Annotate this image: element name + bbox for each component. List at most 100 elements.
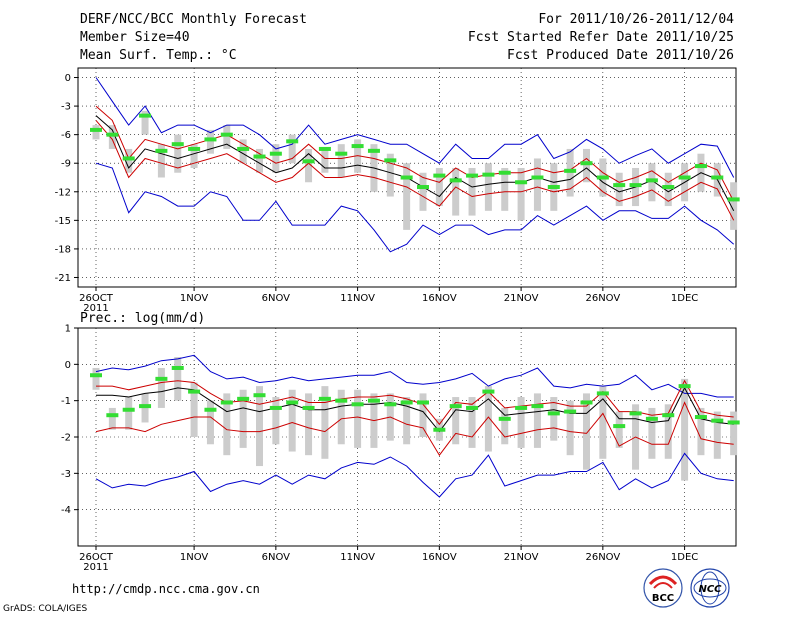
p1-median-mark xyxy=(400,175,413,180)
p1-ytick-label: -12 xyxy=(55,187,71,198)
p2-box xyxy=(174,357,182,401)
p1-median-mark xyxy=(727,197,740,202)
p1-median-mark xyxy=(515,180,528,185)
p1-box xyxy=(174,134,182,173)
p2-median-mark xyxy=(547,411,560,416)
p1-box xyxy=(108,125,116,149)
p2-ytick-label: -1 xyxy=(61,396,71,407)
p1-xtick-label: 6NOV xyxy=(262,293,291,304)
p1-ytick-label: -18 xyxy=(55,244,71,255)
p1-box xyxy=(190,144,198,168)
p2-median-mark xyxy=(384,402,397,407)
p2-median-mark xyxy=(122,407,135,412)
p1-box xyxy=(239,139,247,164)
p2-median-mark xyxy=(629,411,642,416)
p1-box xyxy=(484,163,492,211)
p2-upper-line xyxy=(96,379,734,426)
p1-xtick-label: 26OCT xyxy=(79,293,114,304)
p1-box xyxy=(615,172,623,207)
p2-median-mark xyxy=(711,418,724,423)
ncc-logo-text: NCC xyxy=(698,584,722,595)
p1-ytick-label: 0 xyxy=(65,73,71,84)
p1-median-mark xyxy=(122,156,135,161)
member-size-label: Member Size=40 xyxy=(80,30,190,45)
p2-box xyxy=(501,407,509,445)
p2-box xyxy=(108,407,116,430)
source-url[interactable]: http://cmdp.ncc.cma.gov.cn xyxy=(72,582,260,596)
forecast-start-date: Fcst Started Refer Date 2011/10/25 xyxy=(467,30,734,45)
p2-median-mark xyxy=(335,398,348,403)
p1-box xyxy=(730,182,738,230)
p1-lower-line xyxy=(95,120,735,221)
p2-box xyxy=(419,393,427,437)
chart-title: DERF/NCC/BCC Monthly Forecast xyxy=(80,12,307,27)
p2-box xyxy=(468,397,476,448)
p2-ytick-label: -3 xyxy=(61,469,71,480)
p1-median-mark xyxy=(547,185,560,190)
p1-median-mark xyxy=(286,139,299,144)
p2-median-mark xyxy=(237,396,250,401)
p2-box xyxy=(550,397,558,441)
p1-box xyxy=(321,148,329,173)
p2-max-line xyxy=(95,354,734,398)
p2-median-mark xyxy=(596,391,609,396)
p1-box xyxy=(92,125,100,140)
p2-box xyxy=(664,404,672,459)
p1-box xyxy=(386,153,394,197)
p1-median-mark xyxy=(367,148,380,153)
p2-xtick-label: 26OCT xyxy=(79,552,114,563)
p2-median-mark xyxy=(106,413,119,418)
p1-upper-line xyxy=(95,105,735,202)
p1-box xyxy=(435,167,443,207)
p1-box xyxy=(468,167,476,216)
p1-median-mark xyxy=(564,168,577,173)
p2-xtick-label: 1DEC xyxy=(671,552,698,563)
forecast-produced-date: Fcst Produced Date 2011/10/26 xyxy=(507,48,734,63)
p1-median-mark xyxy=(645,178,658,183)
p1-median-mark xyxy=(204,137,217,142)
p1-median-mark xyxy=(139,113,152,118)
p1-box xyxy=(125,148,133,173)
p2-box xyxy=(452,397,460,445)
ncc-logo: NCC xyxy=(690,568,730,608)
p2-ytick-label: -4 xyxy=(61,505,71,516)
p1-box xyxy=(337,144,345,178)
p2-box xyxy=(566,400,574,456)
p2-box xyxy=(681,378,689,481)
p1-box xyxy=(305,148,313,183)
p2-box xyxy=(583,393,590,470)
p1-median-mark xyxy=(155,148,168,153)
p1-median-mark xyxy=(466,173,479,178)
p2-box xyxy=(321,386,329,459)
p1-median-mark xyxy=(482,172,495,177)
p1-box xyxy=(141,110,149,135)
p1-median-mark xyxy=(596,175,609,180)
p1-box xyxy=(403,163,411,230)
p2-median-mark xyxy=(204,407,217,412)
p1-median-mark xyxy=(449,178,462,183)
p2-box xyxy=(697,407,705,456)
p1-median-mark xyxy=(498,170,511,175)
p2-median-mark xyxy=(580,400,593,405)
p1-xtick-label: 21NOV xyxy=(504,293,539,304)
p1-box xyxy=(664,172,672,207)
p1-median-mark xyxy=(531,175,544,180)
p1-xtick-label: 1DEC xyxy=(671,293,698,304)
p1-mean-line xyxy=(95,115,735,212)
p2-box xyxy=(288,389,296,452)
bcc-logo: BCC xyxy=(643,568,683,608)
p1-xtick-sublabel: 2011 xyxy=(83,303,108,314)
p1-box xyxy=(157,144,165,178)
p2-ytick-label: -2 xyxy=(61,433,71,444)
p1-box xyxy=(517,167,525,221)
p1-median-mark xyxy=(253,154,266,159)
p2-median-mark xyxy=(515,405,528,410)
p1-box xyxy=(452,167,460,216)
p2-box xyxy=(157,367,165,408)
p1-median-mark xyxy=(335,151,348,156)
p1-median-mark xyxy=(694,164,707,169)
p2-box xyxy=(484,386,492,452)
p2-xtick-sublabel: 2011 xyxy=(83,562,108,573)
p2-ytick-label: 1 xyxy=(65,324,71,335)
p1-box xyxy=(583,148,590,183)
